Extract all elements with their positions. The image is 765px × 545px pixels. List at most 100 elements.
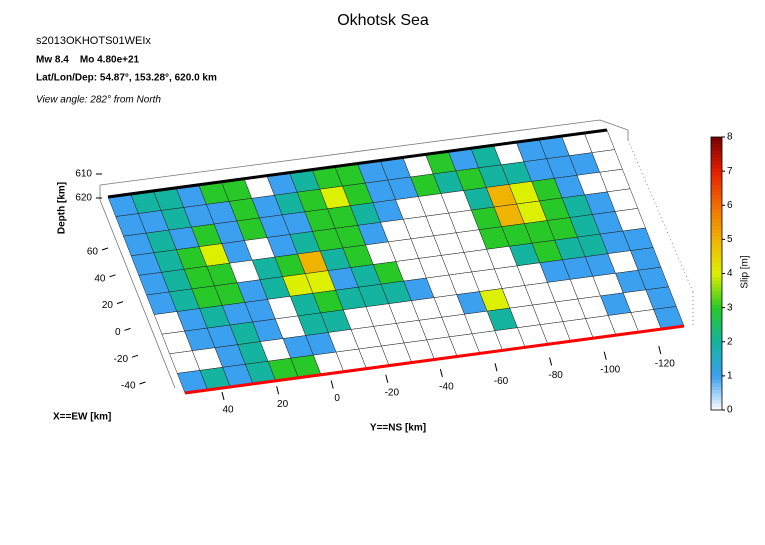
colorbar-band [711, 222, 722, 227]
y-tick-label: -80 [548, 370, 563, 381]
y-tick-label: -120 [655, 359, 675, 370]
x-label: X==EW [km] [53, 412, 111, 423]
colorbar-band [711, 321, 722, 326]
colorbar-band [711, 154, 722, 158]
x-tick [116, 301, 124, 305]
colorbar-band [711, 324, 722, 329]
y-tick [494, 363, 498, 372]
colorbar-tick-label: 1 [727, 371, 733, 382]
colorbar-band [711, 362, 722, 367]
colorbar-band [711, 293, 722, 298]
y-tick [276, 386, 280, 395]
colorbar-band [711, 140, 722, 145]
box-top [99, 119, 629, 186]
box-edge [99, 199, 176, 389]
title: Okhotsk Sea [337, 12, 429, 29]
y-tick [221, 391, 225, 401]
z-label: Depth [km] [57, 182, 68, 234]
colorbar-band [711, 143, 722, 148]
x-tick [124, 327, 131, 331]
colorbar-band [711, 287, 722, 292]
colorbar-tick-label: 6 [727, 200, 733, 211]
colorbar-band [711, 232, 722, 237]
colorbar-band [711, 246, 722, 251]
colorbar-band [711, 382, 722, 387]
colorbar-band [711, 266, 722, 271]
y-tick [330, 380, 334, 389]
colorbar-band [711, 167, 722, 172]
colorbar-band [711, 208, 722, 213]
colorbar-band [711, 229, 722, 234]
x-tick-label: -40 [121, 381, 136, 392]
colorbar-band [711, 276, 722, 281]
colorbar-tick-label: 3 [727, 302, 733, 313]
y-tick-label: -40 [439, 382, 454, 393]
colorbar-band [711, 280, 722, 285]
y-label: Y==NS [km] [370, 423, 426, 434]
x-tick-label: 0 [115, 327, 121, 338]
subtitle: s2013OKHOTS01WEIx [36, 35, 151, 47]
colorbar-band [711, 290, 722, 295]
colorbar-band [711, 235, 722, 240]
view-angle: View angle: 282° from North [36, 95, 161, 106]
colorbar-tick-label: 4 [727, 268, 733, 279]
colorbar-band [711, 256, 722, 261]
top-edge [107, 128, 608, 199]
colorbar-band [711, 198, 722, 203]
colorbar-band [711, 341, 722, 346]
colorbar-band [711, 300, 722, 305]
colorbar-band [711, 406, 722, 411]
colorbar-band [711, 331, 722, 336]
colorbar-band [711, 201, 722, 206]
colorbar-band [711, 334, 722, 339]
colorbar-band [711, 338, 722, 343]
colorbar-band [711, 270, 722, 274]
colorbar-band [711, 375, 722, 380]
colorbar-band [711, 242, 722, 247]
y-tick [603, 351, 607, 360]
y-tick [549, 357, 553, 366]
colorbar-band [711, 307, 722, 312]
y-tick [385, 374, 389, 383]
colorbar-tick-label: 7 [727, 166, 733, 177]
colorbar-band [711, 239, 722, 244]
colorbar-band [711, 369, 722, 373]
colorbar-band [711, 150, 722, 155]
colorbar-band [711, 355, 722, 360]
colorbar-band [711, 164, 722, 169]
colorbar-tick-label: 2 [727, 336, 733, 347]
colorbar-band [711, 304, 722, 309]
colorbar-band [711, 184, 722, 189]
colorbar-band [711, 188, 722, 193]
y-tick-label: -100 [600, 364, 620, 375]
x-tick [109, 274, 116, 278]
colorbar-band [711, 328, 722, 333]
y-tick [658, 345, 662, 355]
colorbar-band [711, 297, 722, 302]
colorbar-band [711, 365, 722, 370]
colorbar-band [711, 171, 722, 176]
colorbar-band [711, 177, 722, 182]
colorbar-band [711, 225, 722, 230]
colorbar-band [711, 191, 722, 196]
colorbar-band [711, 345, 722, 350]
colorbar-band [711, 157, 722, 162]
colorbar-band [711, 212, 722, 216]
colorbar-tick-label: 8 [727, 132, 733, 143]
colorbar-tick-label: 0 [727, 405, 733, 416]
colorbar-band [711, 358, 722, 363]
y-tick [439, 368, 443, 378]
colorbar-band [711, 218, 722, 223]
colorbar-band [711, 259, 722, 264]
colorbar-band [711, 205, 722, 210]
z-tick-label: 620 [75, 193, 92, 204]
colorbar-band [711, 386, 722, 391]
colorbar-band [711, 311, 722, 315]
x-tick [139, 381, 146, 385]
hypocenter-edge [184, 324, 685, 395]
colorbar-band [711, 389, 722, 394]
x-tick-label: 40 [94, 273, 106, 284]
location: Lat/Lon/Dep: 54.87°, 153.28°, 620.0 km [36, 73, 217, 84]
colorbar-band [711, 181, 722, 186]
